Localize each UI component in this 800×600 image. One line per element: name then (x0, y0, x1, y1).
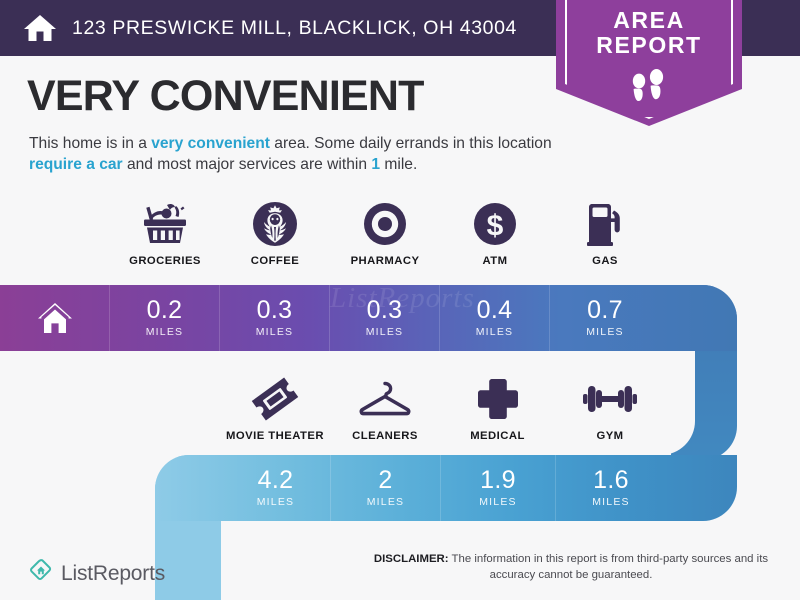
distance-value: 1.6 (593, 466, 629, 494)
amenity-medical: MEDICAL (440, 375, 555, 442)
target-bullseye-icon (362, 200, 408, 248)
distance-cell: 0.4 MILES (440, 285, 550, 351)
distance-unit: MILES (586, 326, 624, 338)
distance-value: 4.2 (257, 466, 294, 494)
distance-cell: 2 MILES (331, 455, 441, 521)
distance-cell: 1.6 MILES (556, 455, 666, 521)
subtitle-part-1: This home is in a (29, 135, 152, 152)
amenity-icon-row-primary: GROCERIES (110, 200, 660, 267)
amenity-label: MEDICAL (470, 430, 525, 442)
area-report-badge: AREA REPORT (556, 0, 742, 126)
distance-cell: 0.3 MILES (330, 285, 440, 351)
listreports-house-icon (26, 558, 52, 589)
distance-value: 2 (378, 466, 393, 494)
distance-unit: MILES (256, 496, 295, 508)
gas-pump-icon (581, 200, 629, 248)
listreports-logo: ListReports (26, 558, 165, 589)
amenity-label: CLEANERS (352, 430, 418, 442)
distance-cell: 4.2 MILES (221, 455, 331, 521)
distance-value: 0.7 (587, 296, 623, 324)
ribbon-bar-secondary (155, 455, 737, 521)
amenity-groceries: GROCERIES (110, 200, 220, 267)
footprints-icon (556, 68, 742, 108)
dumbbell-icon (582, 375, 638, 423)
amenity-icon-row-secondary: MOVIE THEATER CLEANERS MEDICAL (220, 375, 665, 442)
distance-cell: 1.9 MILES (441, 455, 556, 521)
distance-unit: MILES (475, 326, 514, 338)
distance-value: 1.9 (480, 466, 516, 494)
amenity-cleaners: CLEANERS (330, 375, 440, 442)
ribbon-notch-upper (0, 351, 695, 455)
distance-unit: MILES (592, 496, 630, 508)
amenity-label: PHARMACY (350, 255, 420, 267)
page-subtitle: This home is in a very convenient area. … (29, 133, 589, 175)
amenity-gym: GYM (555, 375, 665, 442)
home-marker-icon (0, 285, 110, 351)
subtitle-part-4: mile. (380, 156, 418, 173)
distance-unit: MILES (479, 496, 517, 508)
distance-value: 0.2 (146, 296, 183, 324)
distance-cell: 0.3 MILES (220, 285, 330, 351)
listreports-wordmark: ListReports (61, 561, 166, 585)
grocery-basket-icon (137, 200, 193, 248)
starbucks-siren-icon (251, 200, 299, 248)
subtitle-highlight-1: very convenient (151, 135, 270, 152)
page-title: VERY CONVENIENT (27, 72, 424, 120)
amenity-label: GAS (592, 255, 618, 267)
distance-cell: 0.2 MILES (110, 285, 220, 351)
distance-values-secondary: 4.2 MILES 2 MILES 1.9 MILES 1.6 MILES (221, 455, 666, 521)
distance-unit: MILES (365, 326, 404, 338)
amenity-label: GYM (596, 430, 624, 442)
amenity-label: ATM (482, 255, 508, 267)
amenity-coffee: COFFEE (220, 200, 330, 267)
ribbon-bar-primary (0, 285, 737, 351)
amenity-pharmacy: PHARMACY (330, 200, 440, 267)
property-address: 123 PRESWICKE MILL, BLACKLICK, OH 43004 (72, 16, 518, 39)
distance-cell: 0.7 MILES (550, 285, 660, 351)
home-icon (22, 12, 58, 44)
amenity-movie-theater: MOVIE THEATER (220, 375, 330, 442)
distance-value: 0.4 (476, 296, 513, 324)
distance-values-primary: 0.2 MILES 0.3 MILES 0.3 MILES 0.4 MILES … (110, 285, 660, 351)
amenity-atm: $ ATM (440, 200, 550, 267)
distance-unit: MILES (255, 326, 294, 338)
amenity-label: MOVIE THEATER (226, 430, 324, 442)
distance-value: 0.3 (366, 296, 403, 324)
amenity-label: GROCERIES (129, 255, 201, 267)
subtitle-highlight-3: 1 (371, 156, 381, 173)
subtitle-part-2: area. Some daily errands in this locatio… (269, 135, 552, 152)
medical-cross-icon (475, 375, 521, 423)
amenity-label: COFFEE (250, 255, 300, 267)
ribbon-notch-lower (221, 521, 800, 600)
dollar-circle-icon: $ (472, 200, 518, 248)
disclaimer: DISCLAIMER: The information in this repo… (356, 552, 786, 583)
distance-unit: MILES (366, 496, 405, 508)
ticket-icon (250, 375, 300, 423)
subtitle-part-3: and most major services are within (122, 156, 372, 173)
disclaimer-text: The information in this report is from t… (448, 553, 769, 581)
coat-hanger-icon (357, 375, 413, 423)
distance-value: 0.3 (256, 296, 293, 324)
svg-text:$: $ (487, 210, 504, 243)
badge-title: AREA REPORT (596, 7, 702, 58)
disclaimer-label: DISCLAIMER: (373, 553, 449, 565)
subtitle-highlight-2: require a car (29, 156, 123, 173)
distance-unit: MILES (145, 326, 184, 338)
amenity-gas: GAS (550, 200, 660, 267)
